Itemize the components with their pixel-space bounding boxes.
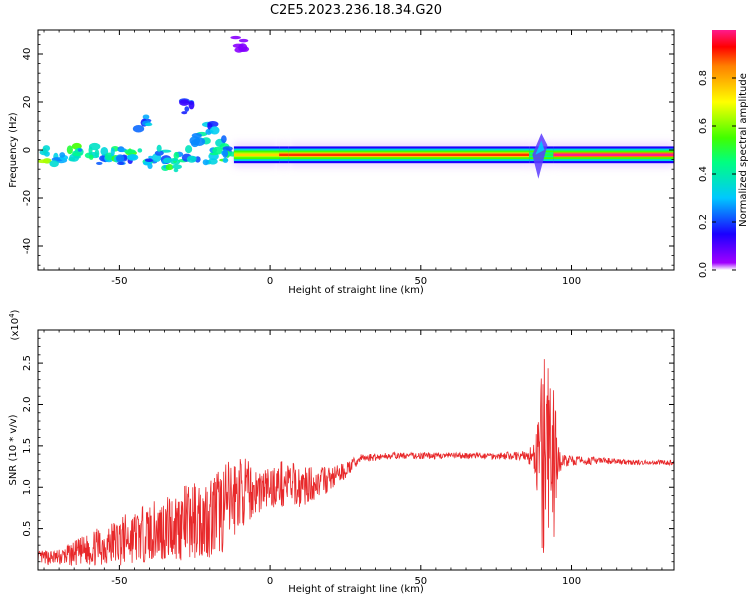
spectral-blob	[186, 155, 197, 163]
spectral-blob	[222, 157, 229, 163]
x-tick-label: 0	[267, 276, 273, 287]
colorbar: 0.0 0.2 0.4 0.6 0.8 Normalized spectral ampl…	[698, 30, 749, 278]
spectral-blob	[230, 35, 241, 40]
spectral-blob	[124, 149, 136, 154]
spectrogram-panel: -50 0 50 100 40 20 0 -20 -40 Height of straight …	[8, 29, 675, 296]
x-tick-label: 100	[562, 276, 581, 287]
band-layer	[553, 153, 674, 156]
spectral-blob	[68, 157, 76, 162]
spectral-blob	[222, 149, 229, 158]
colorbar-tick-label: 0.8	[698, 70, 709, 86]
colorbar-tick-label: 0.2	[698, 214, 709, 230]
spectral-blob	[173, 168, 179, 173]
spectral-blob	[144, 122, 153, 127]
x-tick-label: 0	[267, 576, 273, 587]
spectral-blob	[173, 151, 180, 160]
spectral-blob	[202, 159, 209, 166]
spectral-blob	[163, 157, 173, 164]
spectral-blob	[115, 154, 125, 163]
y-tick-label: 2.0	[22, 397, 33, 413]
y-tick-label: 0	[22, 147, 33, 153]
spectral-blob	[185, 145, 193, 154]
snr-y-label: SNR (10 * v/v)	[8, 414, 19, 485]
spectral-blob	[220, 135, 227, 144]
spectral-blob	[66, 145, 73, 155]
spectral-blob	[132, 125, 145, 133]
spectral-blob	[94, 149, 100, 158]
snr-frame	[37, 329, 675, 571]
spectral-blob	[209, 126, 220, 135]
colorbar-tick-label: 0.0	[698, 262, 709, 278]
spectral-blob	[184, 106, 190, 112]
spectral-blob	[144, 158, 154, 162]
disturbance-core	[535, 140, 545, 155]
spectral-blob	[96, 161, 103, 166]
spectrogram-axis-ticks: -50 0 50 100 40 20 0 -20 -40	[22, 30, 674, 287]
y-tick-label: 1.0	[22, 479, 33, 495]
y-tick-label: -40	[22, 238, 33, 254]
spectral-blob	[156, 144, 162, 152]
x-tick-label: 50	[414, 276, 427, 287]
spectral-blob	[88, 142, 101, 151]
spectral-blob	[238, 38, 249, 43]
colorbar-label: Normalized spectral amplitude	[738, 73, 749, 227]
colorbar-ticks: 0.0 0.2 0.4 0.6 0.8	[698, 70, 736, 278]
snr-y-multiplier: (x104)	[8, 309, 21, 340]
spectral-blob	[169, 158, 179, 162]
figure-title: C2E5.2023.236.18.34.G20	[270, 3, 442, 18]
x-tick-label: 100	[562, 576, 581, 587]
snr-background	[38, 330, 674, 570]
disturbance-feature	[532, 133, 548, 179]
spectral-blob	[188, 100, 195, 110]
snr-plot-area	[38, 359, 674, 566]
y-tick-label: 2.5	[22, 355, 33, 371]
spectral-blob	[117, 161, 125, 165]
spectral-blob	[100, 146, 109, 156]
x-tick-label: -50	[111, 276, 127, 287]
snr-series-line	[38, 359, 674, 566]
spectral-blob	[154, 150, 164, 156]
band-layer	[233, 153, 280, 156]
spectral-blob	[88, 154, 94, 160]
colorbar-tick-label: 0.6	[698, 118, 709, 134]
spectrogram-y-label: Frequency (Hz)	[8, 112, 19, 188]
spectral-blob	[165, 164, 174, 171]
spectral-blob	[179, 99, 190, 106]
x-tick-label: -50	[111, 576, 127, 587]
spectral-blob	[142, 161, 152, 166]
spectral-blob	[126, 154, 139, 161]
spectral-blob	[38, 159, 50, 164]
spectral-blob	[42, 145, 51, 152]
x-tick-label: 50	[414, 576, 427, 587]
y-tick-label: 1.5	[22, 438, 33, 454]
colorbar-gradient	[712, 30, 736, 270]
snr-x-label: Height of straight line (km)	[288, 584, 424, 595]
snr-axis-ticks: -50 0 50 100 0.5 1.0 1.5 2.0 2.5	[22, 330, 674, 587]
y-tick-label: 0.5	[22, 521, 33, 537]
spectral-blob	[49, 160, 59, 168]
y-tick-label: -20	[22, 190, 33, 206]
spectral-blob	[137, 148, 143, 153]
spectral-blob	[59, 152, 66, 158]
spectral-blob	[189, 136, 201, 146]
y-tick-label: 40	[22, 48, 33, 61]
spectral-blob	[142, 114, 150, 120]
spectrogram-x-label: Height of straight line (km)	[288, 285, 424, 296]
y-tick-label: 20	[22, 96, 33, 109]
spectral-blob	[148, 155, 153, 159]
snr-panel: -50 0 50 100 0.5 1.0 1.5 2.0 2.5 Height of strai…	[8, 309, 675, 595]
spectral-blob	[212, 146, 223, 155]
band-layer	[288, 153, 530, 156]
spectrogram-plot-area	[38, 35, 674, 179]
spectral-blob	[172, 164, 182, 170]
band-layer	[279, 153, 289, 156]
spectral-blob	[72, 152, 83, 157]
spectral-blob	[181, 111, 188, 115]
spectral-blob	[77, 148, 83, 152]
colorbar-tick-label: 0.4	[698, 166, 709, 182]
spectral-blob	[110, 147, 115, 157]
spectral-blob	[238, 43, 248, 53]
